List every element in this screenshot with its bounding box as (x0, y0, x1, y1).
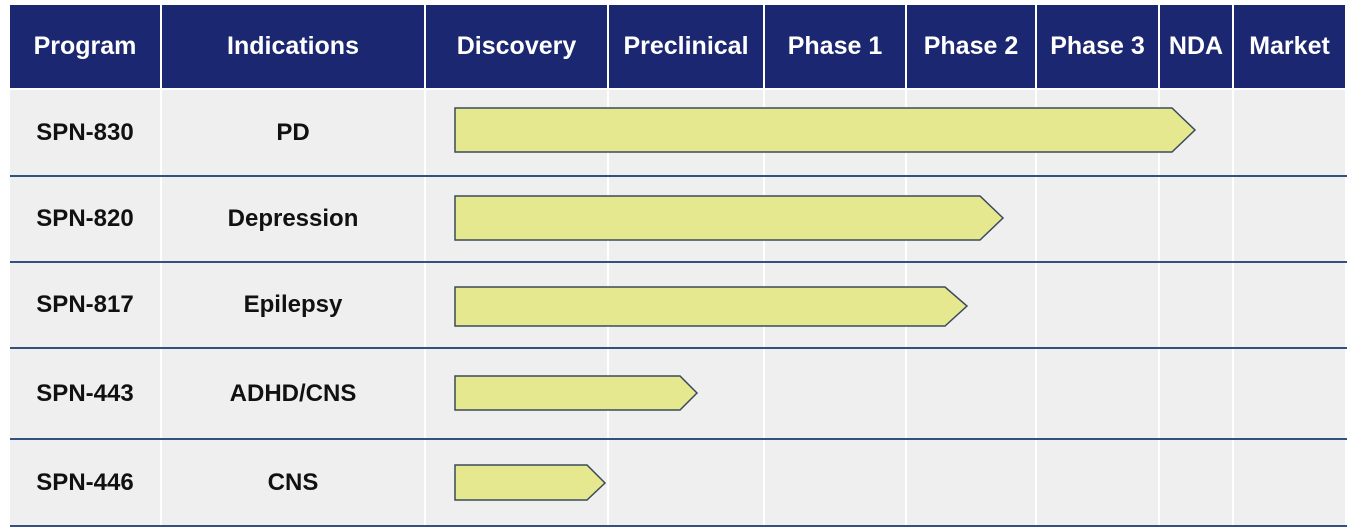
header-cell: Preclinical (609, 5, 763, 88)
stage-cell (1037, 440, 1158, 525)
row-separator (10, 525, 1347, 527)
header-cell: Program (10, 5, 160, 88)
header-cell: Indications (162, 5, 424, 88)
stage-cell (1160, 440, 1232, 525)
indication-cell: ADHD/CNS (162, 349, 424, 438)
progress-arrow (454, 286, 969, 327)
stage-cell (1234, 90, 1345, 175)
stage-cell (1037, 263, 1158, 347)
stage-cell (907, 349, 1035, 438)
row-separator (10, 438, 1347, 440)
stage-cell (765, 440, 905, 525)
indication-cell: Depression (162, 177, 424, 261)
stage-cell (1160, 263, 1232, 347)
program-cell: SPN-830 (10, 90, 160, 175)
stage-cell (1037, 177, 1158, 261)
header-cell: Phase 1 (765, 5, 905, 88)
row-separator (10, 347, 1347, 349)
progress-arrow (454, 464, 607, 501)
stage-cell (1234, 440, 1345, 525)
row-separator (10, 175, 1347, 177)
header-cell: Discovery (426, 5, 607, 88)
stage-cell (1160, 349, 1232, 438)
stage-cell (1234, 349, 1345, 438)
program-cell: SPN-817 (10, 263, 160, 347)
indication-cell: CNS (162, 440, 424, 525)
stage-cell (609, 440, 763, 525)
stage-cell (1037, 349, 1158, 438)
stage-cell (1234, 177, 1345, 261)
stage-cell (765, 349, 905, 438)
program-cell: SPN-443 (10, 349, 160, 438)
stage-cell (1234, 263, 1345, 347)
program-cell: SPN-446 (10, 440, 160, 525)
row-separator (10, 261, 1347, 263)
stage-cell (1160, 177, 1232, 261)
header-cell: Phase 2 (907, 5, 1035, 88)
header-cell: Phase 3 (1037, 5, 1158, 88)
progress-arrow (454, 195, 1005, 241)
program-cell: SPN-820 (10, 177, 160, 261)
progress-arrow (454, 375, 699, 411)
header-cell: Market (1234, 5, 1345, 88)
indication-cell: PD (162, 90, 424, 175)
progress-arrow (454, 107, 1197, 153)
header-cell: NDA (1160, 5, 1232, 88)
indication-cell: Epilepsy (162, 263, 424, 347)
stage-cell (907, 440, 1035, 525)
